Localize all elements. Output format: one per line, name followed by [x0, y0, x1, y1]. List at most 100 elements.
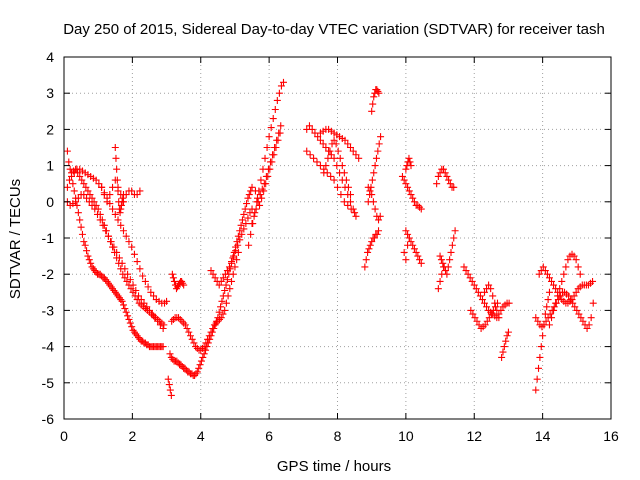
data-point: [188, 335, 196, 343]
data-point: [579, 317, 587, 325]
data-point: [487, 285, 495, 293]
data-point: [276, 129, 284, 137]
data-point: [491, 303, 499, 311]
data-point: [585, 321, 593, 329]
data-point: [334, 183, 341, 191]
data-point: [219, 274, 227, 282]
data-point: [483, 317, 491, 325]
data-point: [402, 180, 410, 188]
data-point: [218, 297, 226, 305]
data-point: [369, 100, 377, 108]
data-point: [369, 198, 377, 206]
data-point: [121, 265, 129, 273]
data-point: [545, 274, 553, 282]
x-tick-label: 12: [466, 428, 482, 444]
data-series: [207, 205, 256, 289]
data-series: [368, 86, 383, 115]
data-point: [84, 187, 92, 195]
data-point: [196, 361, 204, 369]
data-point: [495, 314, 503, 322]
data-series: [498, 328, 512, 361]
data-point: [80, 180, 88, 188]
data-point: [76, 216, 84, 224]
data-point: [234, 241, 242, 249]
data-point: [446, 180, 454, 188]
data-point: [324, 154, 332, 162]
data-point: [464, 270, 472, 278]
data-point: [589, 299, 597, 307]
x-tick-label: 2: [128, 428, 136, 444]
data-point: [232, 247, 240, 255]
data-point: [347, 205, 355, 213]
data-point: [113, 165, 121, 173]
data-point: [417, 259, 425, 267]
data-point: [410, 245, 418, 253]
data-point: [352, 151, 360, 159]
data-point: [126, 319, 134, 327]
data-points: [63, 78, 597, 399]
data-point: [170, 277, 178, 285]
data-point: [127, 285, 135, 293]
data-point: [556, 285, 564, 293]
data-point: [143, 303, 151, 311]
data-point: [279, 78, 287, 86]
data-series: [164, 270, 188, 399]
data-point: [84, 252, 92, 260]
data-point: [376, 212, 384, 220]
y-tick-label: -5: [42, 375, 55, 391]
data-point: [533, 375, 541, 383]
data-point: [241, 205, 249, 213]
data-point: [254, 198, 262, 206]
data-point: [320, 169, 328, 177]
data-point: [80, 191, 88, 199]
data-series: [303, 122, 360, 220]
data-point: [221, 270, 229, 278]
data-point: [483, 303, 491, 311]
data-point: [370, 169, 378, 177]
y-tick-label: 1: [46, 158, 54, 174]
data-point: [128, 243, 136, 251]
data-point: [78, 176, 86, 184]
data-point: [314, 133, 322, 141]
data-point: [476, 292, 484, 300]
data-point: [404, 183, 412, 191]
data-point: [402, 227, 410, 235]
data-point: [223, 276, 231, 284]
data-point: [236, 236, 244, 244]
data-point: [271, 105, 279, 113]
data-point: [352, 212, 360, 220]
data-point: [306, 151, 314, 159]
data-point: [106, 191, 114, 199]
data-point: [541, 267, 549, 275]
data-point: [443, 172, 451, 180]
data-point: [439, 259, 447, 267]
data-point: [351, 209, 359, 217]
data-point: [468, 277, 476, 285]
data-point: [481, 321, 489, 329]
data-series: [168, 248, 242, 354]
data-point: [217, 303, 225, 311]
data-point: [65, 158, 73, 166]
data-point: [405, 154, 413, 162]
data-point: [489, 292, 497, 300]
data-point: [485, 281, 493, 289]
data-point: [242, 220, 250, 228]
data-point: [371, 162, 379, 170]
data-point: [248, 220, 256, 228]
data-point: [96, 216, 104, 224]
y-tick-label: 3: [46, 85, 54, 101]
data-point: [247, 230, 255, 238]
data-point: [439, 165, 447, 173]
data-point: [124, 270, 132, 278]
data-point: [217, 277, 225, 285]
data-point: [117, 201, 125, 209]
data-series: [402, 154, 415, 173]
data-series: [433, 165, 458, 191]
data-point: [332, 140, 340, 148]
data-point: [327, 151, 335, 159]
data-point: [536, 353, 544, 361]
data-point: [355, 154, 363, 162]
data-point: [532, 314, 540, 322]
data-point: [165, 381, 173, 389]
